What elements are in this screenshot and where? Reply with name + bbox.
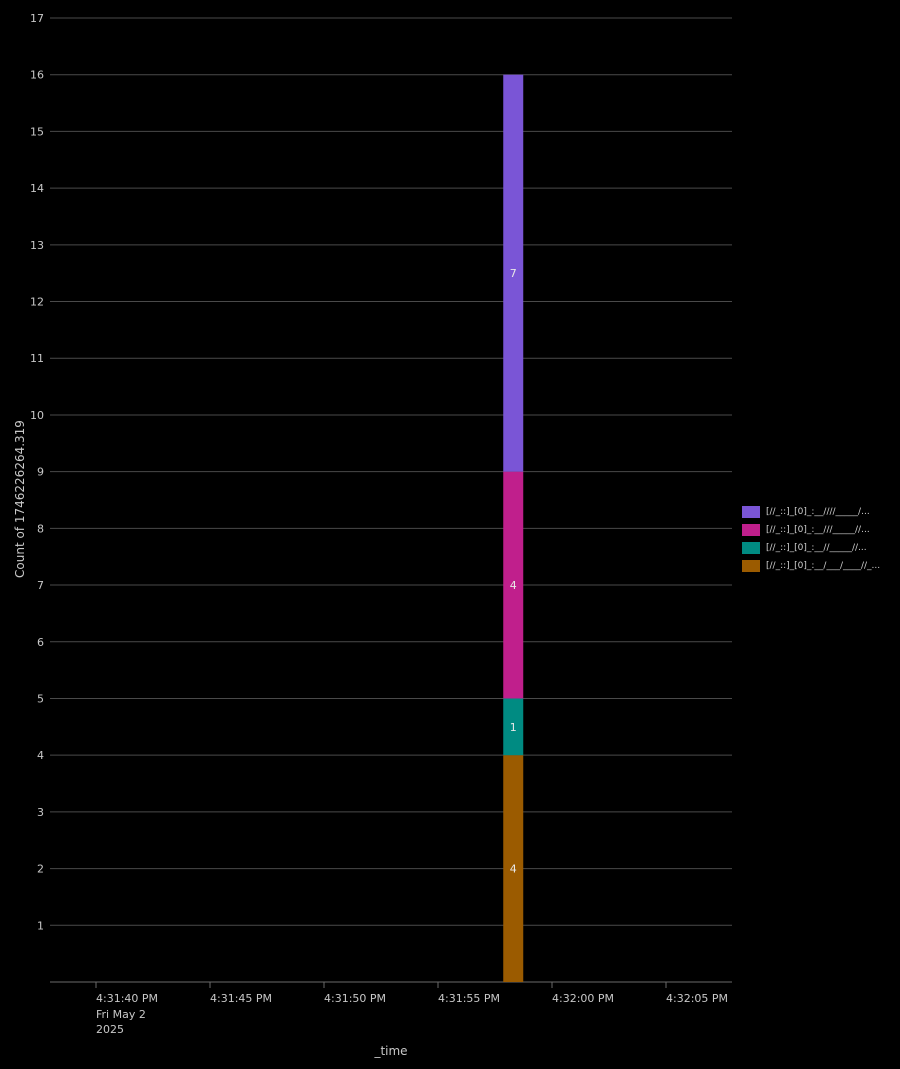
legend-item[interactable]: [//_::]_[0]_:__////_____/... bbox=[742, 503, 894, 521]
x-tick-label: 4:32:00 PM bbox=[552, 992, 614, 1005]
x-tick-label: 4:31:40 PM bbox=[96, 992, 158, 1005]
bar-segment[interactable] bbox=[503, 755, 524, 982]
x-tick-label: 4:32:05 PM bbox=[666, 992, 728, 1005]
x-tick-sublabel: Fri May 2 bbox=[96, 1008, 146, 1021]
legend-item[interactable]: [//_::]_[0]_:__///_____//... bbox=[742, 521, 894, 539]
y-axis-title: Count of 1746226264.319 bbox=[13, 420, 27, 578]
y-tick-label: 9 bbox=[37, 466, 44, 479]
gridlines bbox=[50, 17, 732, 926]
y-tick-label: 7 bbox=[37, 579, 44, 592]
y-tick-label: 15 bbox=[30, 125, 44, 138]
legend: [//_::]_[0]_:__////_____/...[//_::]_[0]_… bbox=[742, 503, 894, 575]
bar-data-label: 7 bbox=[510, 267, 517, 280]
x-axis-title: _time bbox=[373, 1044, 407, 1058]
y-tick-label: 17 bbox=[30, 12, 44, 25]
legend-swatch bbox=[742, 524, 760, 536]
x-tick-label: 4:31:50 PM bbox=[324, 992, 386, 1005]
bar-data-label: 4 bbox=[510, 579, 517, 592]
legend-swatch bbox=[742, 542, 760, 554]
x-tick-label: 4:31:55 PM bbox=[438, 992, 500, 1005]
y-tick-label: 14 bbox=[30, 182, 44, 195]
bar-segment[interactable] bbox=[503, 471, 524, 699]
y-tick-label: 8 bbox=[37, 522, 44, 535]
bar-data-label: 1 bbox=[510, 721, 517, 734]
y-tick-label: 6 bbox=[37, 636, 44, 649]
legend-label: [//_::]_[0]_:__////_____/... bbox=[766, 507, 870, 517]
y-tick-label: 4 bbox=[37, 749, 44, 762]
y-tick-label: 1 bbox=[37, 919, 44, 932]
y-tick-label: 5 bbox=[37, 692, 44, 705]
y-tick-label: 2 bbox=[37, 863, 44, 876]
bar-segment[interactable] bbox=[503, 698, 524, 756]
y-tick-label: 13 bbox=[30, 239, 44, 252]
bar-data-label: 4 bbox=[510, 863, 517, 876]
y-tick-label: 10 bbox=[30, 409, 44, 422]
bars[interactable]: 4 1 4 7 bbox=[503, 74, 524, 982]
x-tick-label: 4:31:45 PM bbox=[210, 992, 272, 1005]
bar-segment[interactable] bbox=[503, 74, 524, 472]
legend-swatch bbox=[742, 560, 760, 572]
x-tick-sublabel: 2025 bbox=[96, 1023, 124, 1036]
y-tick-label: 3 bbox=[37, 806, 44, 819]
y-tick-label: 12 bbox=[30, 296, 44, 309]
legend-swatch bbox=[742, 506, 760, 518]
legend-label: [//_::]_[0]_:__///_____//... bbox=[766, 525, 870, 535]
y-tick-label: 16 bbox=[30, 69, 44, 82]
legend-item[interactable]: [//_::]_[0]_:__//_____//... bbox=[742, 539, 894, 557]
legend-label: [//_::]_[0]_:__//_____//... bbox=[766, 543, 867, 553]
x-axis: 4:31:40 PM Fri May 2 2025 4:31:45 PM 4:31:50… bbox=[50, 981, 732, 1036]
legend-label: [//_::]_[0]_:__/___/____//_... bbox=[766, 561, 881, 571]
y-tick-label: 11 bbox=[30, 352, 44, 365]
legend-item[interactable]: [//_::]_[0]_:__/___/____//_... bbox=[742, 557, 894, 575]
